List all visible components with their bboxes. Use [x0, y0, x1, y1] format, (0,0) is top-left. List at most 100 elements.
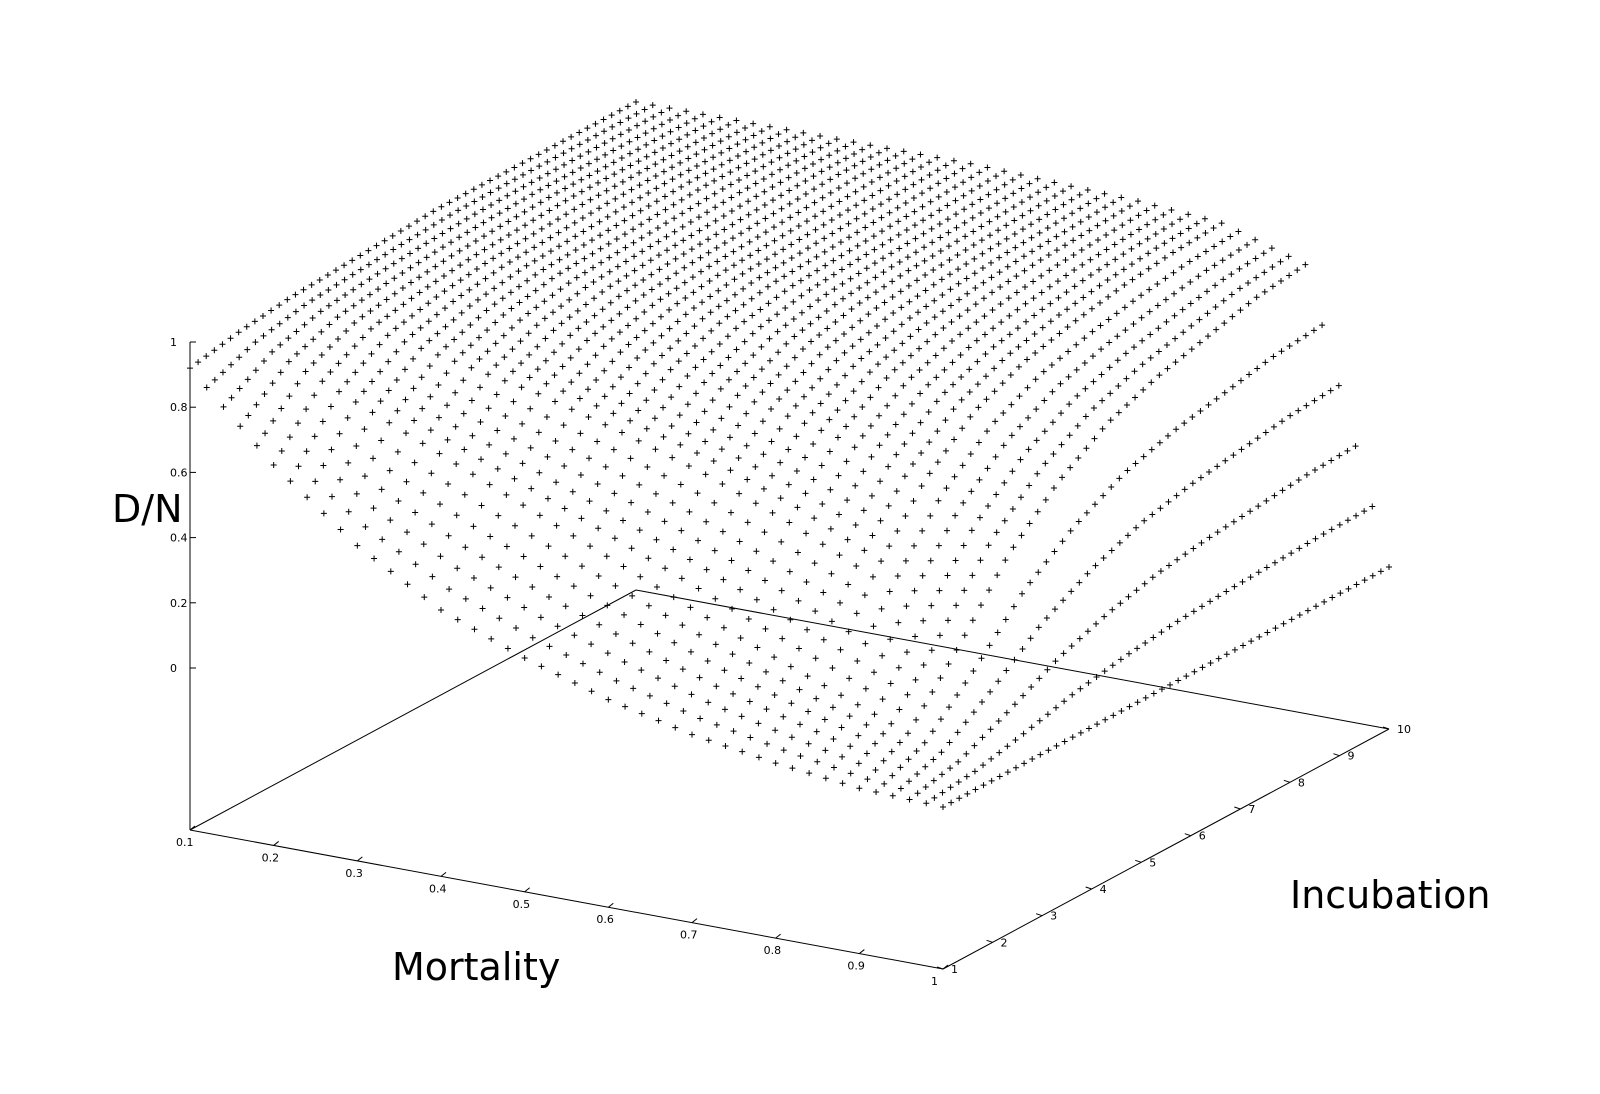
data-point	[794, 182, 801, 189]
data-point	[1320, 462, 1327, 469]
data-point	[855, 256, 862, 263]
data-point	[1039, 306, 1046, 313]
data-point	[692, 364, 699, 371]
data-point	[932, 331, 939, 338]
data-point	[425, 318, 432, 325]
data-point	[1050, 451, 1057, 458]
data-point	[963, 261, 970, 268]
data-point	[834, 407, 841, 414]
x-axis-title: Mortality	[392, 945, 560, 989]
data-point	[455, 220, 462, 227]
data-point	[976, 514, 983, 521]
data-point	[1059, 538, 1066, 545]
data-point	[771, 654, 778, 661]
data-point	[599, 288, 606, 295]
data-point	[1168, 206, 1175, 213]
data-point	[492, 319, 499, 326]
data-point	[743, 410, 750, 417]
data-point	[831, 286, 838, 293]
data-point	[463, 202, 470, 209]
data-point	[509, 346, 516, 353]
data-point	[847, 261, 854, 268]
data-point	[236, 385, 243, 392]
data-point	[616, 310, 623, 317]
data-point	[776, 396, 783, 403]
data-point	[706, 278, 713, 285]
data-point	[868, 166, 875, 173]
data-point	[1198, 603, 1205, 610]
data-point	[445, 532, 452, 539]
data-point	[724, 333, 731, 340]
data-point	[473, 251, 480, 258]
data-point	[676, 383, 683, 390]
data-point	[335, 360, 342, 367]
data-point	[888, 748, 895, 755]
data-point	[1093, 620, 1100, 627]
data-point	[852, 188, 859, 195]
data-point	[1015, 343, 1022, 350]
data-point	[588, 237, 595, 244]
data-point	[1231, 646, 1238, 653]
data-point	[731, 291, 738, 298]
data-point	[842, 143, 849, 150]
data-point	[803, 579, 810, 586]
data-point	[613, 222, 620, 229]
data-point	[868, 178, 875, 185]
data-point	[651, 415, 658, 422]
data-point	[1238, 446, 1245, 453]
data-point	[868, 453, 875, 460]
data-point	[664, 260, 671, 267]
data-point	[1180, 352, 1187, 359]
data-point	[791, 333, 798, 340]
data-point	[514, 254, 521, 261]
data-point	[664, 247, 671, 254]
data-point	[1085, 200, 1092, 207]
data-point	[1152, 230, 1159, 237]
data-point	[786, 187, 793, 194]
data-point	[611, 183, 618, 190]
data-point	[371, 555, 378, 562]
data-point	[1083, 445, 1090, 452]
data-point	[663, 700, 670, 707]
data-point	[454, 616, 461, 623]
data-point	[286, 434, 293, 441]
data-point	[577, 164, 584, 171]
data-point	[768, 159, 775, 166]
data-point	[629, 212, 636, 219]
x-tick-mark	[524, 887, 530, 893]
data-point	[400, 319, 407, 326]
data-point	[927, 198, 934, 205]
data-point	[1135, 212, 1142, 219]
data-point	[870, 623, 877, 630]
data-point	[840, 312, 847, 319]
data-point	[841, 330, 848, 337]
data-point	[311, 392, 318, 399]
data-point	[683, 120, 690, 127]
data-point	[1386, 564, 1392, 570]
data-point	[1064, 306, 1071, 313]
data-point	[825, 140, 832, 147]
data-point	[821, 682, 828, 689]
data-point	[742, 382, 749, 389]
data-point	[1003, 222, 1010, 229]
data-point	[1126, 203, 1133, 210]
data-point	[738, 713, 745, 720]
data-point	[620, 191, 627, 198]
data-point	[424, 283, 431, 290]
data-point	[1026, 482, 1033, 489]
data-point	[726, 434, 733, 441]
data-point	[1113, 310, 1120, 317]
data-point	[1052, 206, 1059, 213]
data-point	[766, 123, 773, 130]
data-point	[725, 121, 732, 128]
data-point	[590, 278, 597, 285]
data-point	[838, 724, 845, 731]
data-point	[604, 200, 611, 207]
data-point	[789, 268, 796, 275]
data-point	[1195, 273, 1202, 280]
data-point	[876, 442, 883, 449]
data-point	[1163, 318, 1170, 325]
data-point	[405, 223, 412, 230]
data-point	[451, 358, 458, 365]
data-point	[986, 642, 993, 649]
